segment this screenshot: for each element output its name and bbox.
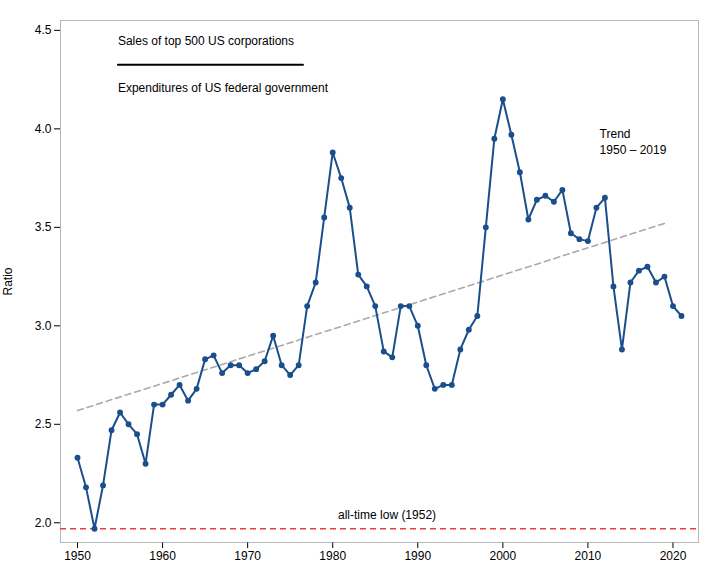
svg-text:2000: 2000: [489, 549, 516, 563]
svg-text:1950: 1950: [64, 549, 91, 563]
svg-text:4.5: 4.5: [35, 23, 52, 37]
svg-text:1980: 1980: [319, 549, 346, 563]
svg-text:2010: 2010: [575, 549, 602, 563]
svg-text:4.0: 4.0: [35, 122, 52, 136]
svg-text:3.5: 3.5: [35, 220, 52, 234]
svg-text:3.0: 3.0: [35, 319, 52, 333]
svg-text:all-time low (1952): all-time low (1952): [338, 508, 436, 522]
svg-text:1970: 1970: [234, 549, 261, 563]
svg-text:Trend1950 – 2019: Trend1950 – 2019: [600, 127, 667, 158]
svg-text:2.0: 2.0: [35, 516, 52, 530]
svg-text:1990: 1990: [404, 549, 431, 563]
svg-text:Expenditures of US federal gov: Expenditures of US federal government: [118, 81, 329, 95]
svg-text:2.5: 2.5: [35, 417, 52, 431]
svg-text:Sales of top 500 US corporatio: Sales of top 500 US corporations: [118, 34, 294, 48]
svg-text:2020: 2020: [660, 549, 687, 563]
svg-text:1960: 1960: [149, 549, 176, 563]
svg-text:Ratio: Ratio: [1, 267, 15, 295]
